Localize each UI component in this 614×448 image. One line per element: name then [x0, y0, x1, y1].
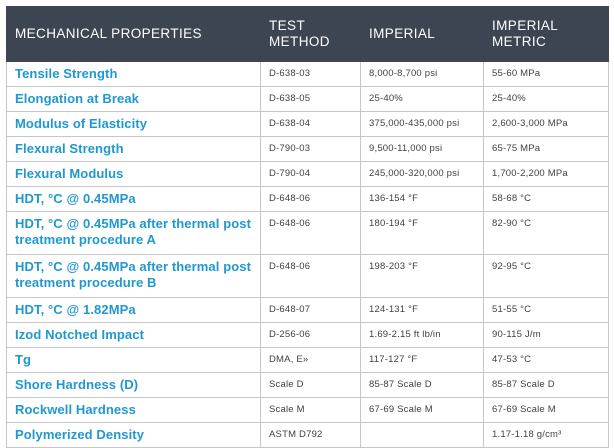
- table-row: Tg DMA, E» 117-127 °F 47-53 °C: [6, 347, 609, 373]
- property-name: HDT, °C @ 0.45MPa after thermal post tre…: [6, 211, 261, 255]
- table-row: Rockwell Hardness Scale M 67-69 Scale M …: [6, 397, 609, 423]
- metric-value: 25-40%: [483, 86, 609, 112]
- test-method: D-638-04: [260, 111, 361, 137]
- property-name: Modulus of Elasticity: [6, 111, 261, 137]
- table-row: Flexural Modulus D-790-04 245,000-320,00…: [6, 161, 609, 187]
- property-name: HDT, °C @ 1.82MPa: [6, 297, 261, 323]
- property-name: Tg: [6, 347, 261, 373]
- property-name: HDT, °C @ 0.45MPa after thermal post tre…: [6, 254, 261, 298]
- metric-value: 55-60 MPa: [483, 61, 609, 87]
- header-row: MECHANICAL PROPERTIES TEST METHOD IMPERI…: [6, 6, 609, 62]
- property-name: Flexural Modulus: [6, 161, 261, 187]
- metric-value: 85-87 Scale D: [483, 372, 609, 398]
- table-row: Izod Notched Impact D-256-06 1.69-2.15 f…: [6, 322, 609, 348]
- test-method: D-638-03: [260, 61, 361, 87]
- table-row: Shore Hardness (D) Scale D 85-87 Scale D…: [6, 372, 609, 398]
- property-name: Rockwell Hardness: [6, 397, 261, 423]
- metric-value: 90-115 J/m: [483, 322, 609, 348]
- test-method: D-648-06: [260, 186, 361, 212]
- property-name: HDT, °C @ 0.45MPa: [6, 186, 261, 212]
- metric-value: 47-53 °C: [483, 347, 609, 373]
- metric-value: 67-69 Scale M: [483, 397, 609, 423]
- table-row: HDT, °C @ 0.45MPa D-648-06 136-154 °F 58…: [6, 186, 609, 212]
- imperial-value: 124-131 °F: [360, 297, 484, 323]
- imperial-value: 180-194 °F: [360, 211, 484, 255]
- imperial-value: 117-127 °F: [360, 347, 484, 373]
- header-test-method: TEST METHOD: [260, 6, 361, 62]
- test-method: Scale D: [260, 372, 361, 398]
- table-row: HDT, °C @ 0.45MPa after thermal post tre…: [6, 254, 609, 298]
- metric-value: 82-90 °C: [483, 211, 609, 255]
- imperial-value: 136-154 °F: [360, 186, 484, 212]
- imperial-value: 375,000-435,000 psi: [360, 111, 484, 137]
- property-name: Shore Hardness (D): [6, 372, 261, 398]
- metric-value: 92-95 °C: [483, 254, 609, 298]
- test-method: D-648-06: [260, 254, 361, 298]
- metric-value: 58-68 °C: [483, 186, 609, 212]
- mechanical-properties-table-wrapper: MECHANICAL PROPERTIES TEST METHOD IMPERI…: [6, 6, 609, 448]
- imperial-value: 245,000-320,000 psi: [360, 161, 484, 187]
- metric-value: 51-55 °C: [483, 297, 609, 323]
- table-row: HDT, °C @ 0.45MPa after thermal post tre…: [6, 211, 609, 255]
- imperial-value: 67-69 Scale M: [360, 397, 484, 423]
- table-row: Elongation at Break D-638-05 25-40% 25-4…: [6, 86, 609, 112]
- mechanical-properties-table: MECHANICAL PROPERTIES TEST METHOD IMPERI…: [6, 6, 609, 448]
- property-name: Izod Notched Impact: [6, 322, 261, 348]
- imperial-value: [360, 422, 484, 448]
- imperial-value: 8,000-8,700 psi: [360, 61, 484, 87]
- table-row: Flexural Strength D-790-03 9,500-11,000 …: [6, 136, 609, 162]
- property-name: Elongation at Break: [6, 86, 261, 112]
- test-method: D-256-06: [260, 322, 361, 348]
- test-method: D-648-06: [260, 211, 361, 255]
- header-metric: IMPERIAL METRIC: [483, 6, 609, 62]
- test-method: D-638-05: [260, 86, 361, 112]
- table-row: Modulus of Elasticity D-638-04 375,000-4…: [6, 111, 609, 137]
- table-row: Polymerized Density ASTM D792 1.17-1.18 …: [6, 422, 609, 448]
- test-method: ASTM D792: [260, 422, 361, 448]
- test-method: D-790-04: [260, 161, 361, 187]
- metric-value: 2,600-3,000 MPa: [483, 111, 609, 137]
- imperial-value: 198-203 °F: [360, 254, 484, 298]
- table-row: Tensile Strength D-638-03 8,000-8,700 ps…: [6, 61, 609, 87]
- property-name: Tensile Strength: [6, 61, 261, 87]
- test-method: D-790-03: [260, 136, 361, 162]
- header-property: MECHANICAL PROPERTIES: [6, 6, 261, 62]
- imperial-value: 9,500-11,000 psi: [360, 136, 484, 162]
- imperial-value: 85-87 Scale D: [360, 372, 484, 398]
- table-row: HDT, °C @ 1.82MPa D-648-07 124-131 °F 51…: [6, 297, 609, 323]
- test-method: D-648-07: [260, 297, 361, 323]
- header-imperial: IMPERIAL: [360, 6, 484, 62]
- metric-value: 1.17-1.18 g/cm³: [483, 422, 609, 448]
- property-name: Flexural Strength: [6, 136, 261, 162]
- imperial-value: 25-40%: [360, 86, 484, 112]
- test-method: DMA, E»: [260, 347, 361, 373]
- imperial-value: 1.69-2.15 ft lb/in: [360, 322, 484, 348]
- test-method: Scale M: [260, 397, 361, 423]
- metric-value: 1,700-2,200 MPa: [483, 161, 609, 187]
- property-name: Polymerized Density: [6, 422, 261, 448]
- metric-value: 65-75 MPa: [483, 136, 609, 162]
